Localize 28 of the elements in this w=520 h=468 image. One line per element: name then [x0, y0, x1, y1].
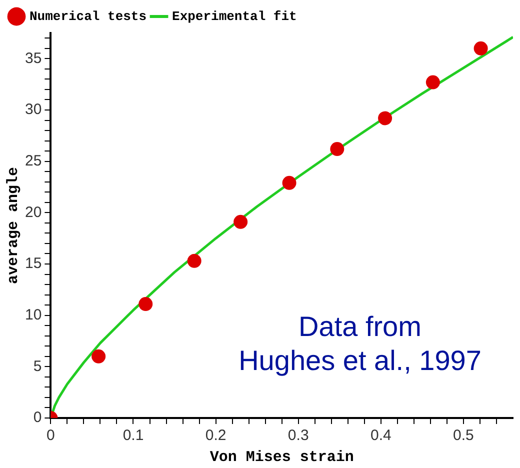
- y-axis-title: average angle: [4, 166, 22, 284]
- x-tick-label: 0: [46, 427, 55, 444]
- y-tick-label: 35: [24, 50, 42, 67]
- x-tick-label: 0.4: [370, 427, 392, 444]
- y-tick-label: 10: [24, 306, 42, 324]
- point: [92, 349, 106, 364]
- y-tick-label: 30: [24, 101, 42, 118]
- y-tick-label: 20: [24, 204, 42, 221]
- y-tick-label: 5: [33, 358, 42, 375]
- point: [187, 254, 202, 268]
- legend-label: Experimental fit: [172, 8, 297, 24]
- point: [234, 214, 248, 229]
- x-axis-title: Von Mises strain: [210, 448, 354, 466]
- point: [378, 111, 392, 126]
- point: [330, 142, 344, 156]
- x-tick-label: 0.5: [453, 427, 474, 444]
- x-tick-label: 0.3: [288, 427, 309, 444]
- legend-label: Numerical tests: [30, 8, 147, 24]
- point: [426, 75, 440, 90]
- y-tick-label: 25: [24, 152, 42, 170]
- point: [282, 176, 296, 190]
- point: [138, 297, 153, 312]
- y-tick-label: 15: [24, 255, 42, 272]
- annotation: Data from Hughes et al., 1997: [238, 310, 482, 378]
- point: [474, 41, 488, 56]
- y-tick-label: 0: [33, 409, 42, 426]
- x-tick-label: 0.2: [205, 427, 226, 444]
- x-tick-label: 0.1: [122, 427, 144, 444]
